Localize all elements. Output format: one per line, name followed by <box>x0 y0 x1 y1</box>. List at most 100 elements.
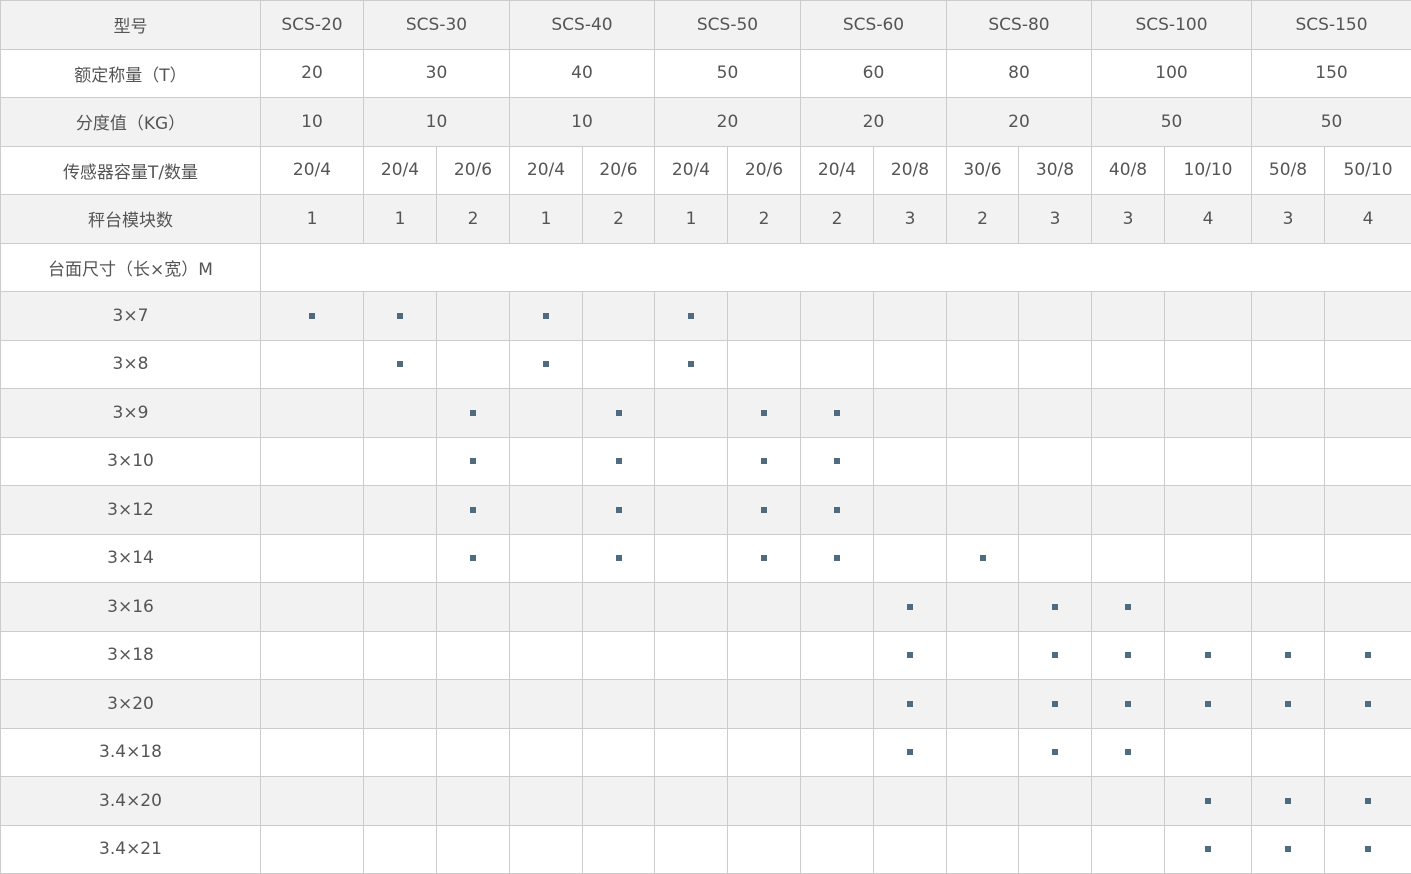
available-marker-icon <box>470 409 476 416</box>
size-cell <box>509 485 583 535</box>
model-cell: SCS-30 <box>363 0 510 50</box>
available-marker-icon <box>1365 700 1372 707</box>
available-marker-icon <box>1125 603 1131 610</box>
size-cell <box>1324 533 1411 583</box>
size-cell <box>509 388 583 438</box>
model-cell: SCS-100 <box>1090 0 1253 50</box>
size-cell <box>363 388 437 438</box>
size-cell <box>436 436 510 486</box>
division-cell: 50 <box>1251 97 1411 147</box>
available-marker-icon <box>1052 652 1058 659</box>
size-cell <box>582 485 655 535</box>
division-cell: 10 <box>509 97 655 147</box>
rated-cell: 20 <box>260 48 364 98</box>
size-cell <box>727 630 801 680</box>
available-marker-icon <box>309 312 315 319</box>
size-cell <box>1091 776 1165 826</box>
available-marker-icon <box>907 652 913 659</box>
division-cell: 50 <box>1090 97 1253 147</box>
size-cell <box>1324 582 1411 632</box>
size-label: 3×14 <box>0 533 261 583</box>
size-cell <box>436 533 510 583</box>
size-cell <box>436 776 510 826</box>
size-cell <box>1324 727 1411 777</box>
size-cell <box>1324 436 1411 486</box>
size-cell <box>436 582 510 632</box>
size-cell <box>260 630 364 680</box>
size-cell <box>260 776 364 826</box>
available-marker-icon <box>470 458 476 465</box>
row-label: 型号 <box>0 0 261 50</box>
size-label: 3×18 <box>0 630 261 680</box>
size-cell <box>1091 727 1165 777</box>
available-marker-icon <box>1205 652 1211 659</box>
size-cell <box>436 630 510 680</box>
size-cell <box>873 630 947 680</box>
sensor-cell: 20/6 <box>727 145 801 195</box>
row-label: 台面尺寸（长×宽）M <box>0 242 261 292</box>
available-marker-icon <box>761 555 767 562</box>
size-cell <box>1018 339 1092 389</box>
size-cell <box>260 339 364 389</box>
available-marker-icon <box>543 361 549 368</box>
size-cell <box>1091 388 1165 438</box>
modules-cell: 3 <box>1018 194 1092 244</box>
size-cell <box>1091 339 1165 389</box>
modules-cell: 2 <box>436 194 510 244</box>
division-cell: 20 <box>800 97 947 147</box>
size-cell <box>1163 679 1253 729</box>
size-cell <box>260 679 364 729</box>
size-cell <box>800 679 874 729</box>
available-marker-icon <box>1052 603 1058 610</box>
rated-cell: 80 <box>946 48 1092 98</box>
size-cell <box>1091 630 1165 680</box>
available-marker-icon <box>397 312 403 319</box>
size-cell <box>946 388 1019 438</box>
size-row: 3×9 <box>0 388 1411 438</box>
size-cell <box>260 824 364 874</box>
model-cell: SCS-20 <box>260 0 364 50</box>
size-cell <box>873 679 947 729</box>
row-label: 额定称量（T） <box>0 48 261 98</box>
size-cell <box>1163 436 1253 486</box>
size-cell <box>582 533 655 583</box>
size-cell <box>260 727 364 777</box>
available-marker-icon <box>397 361 403 368</box>
size-cell <box>800 485 874 535</box>
size-cell <box>1018 630 1092 680</box>
available-marker-icon <box>907 749 913 756</box>
size-cell <box>800 776 874 826</box>
sensor-cell: 10/10 <box>1163 145 1253 195</box>
size-cell <box>800 339 874 389</box>
size-cell <box>800 291 874 341</box>
size-cell <box>260 582 364 632</box>
size-cell <box>582 727 655 777</box>
size-cell <box>363 630 437 680</box>
size-cell <box>436 291 510 341</box>
size-label: 3.4×20 <box>0 776 261 826</box>
size-cell <box>582 630 655 680</box>
available-marker-icon <box>1365 797 1372 804</box>
size-label: 3.4×18 <box>0 727 261 777</box>
size-cell <box>1018 388 1092 438</box>
size-cell <box>727 727 801 777</box>
size-row: 3×12 <box>0 485 1411 535</box>
available-marker-icon <box>615 555 622 562</box>
size-cell <box>727 436 801 486</box>
size-cell <box>1091 679 1165 729</box>
size-row: 3×14 <box>0 533 1411 583</box>
size-cell <box>363 679 437 729</box>
size-cell <box>363 339 437 389</box>
size-cell <box>436 824 510 874</box>
modules-cell: 1 <box>260 194 364 244</box>
size-cell <box>363 485 437 535</box>
size-cell <box>873 339 947 389</box>
available-marker-icon <box>979 555 986 562</box>
size-row: 3×7 <box>0 291 1411 341</box>
available-marker-icon <box>1205 797 1211 804</box>
sensor-cell: 50/10 <box>1324 145 1411 195</box>
available-marker-icon <box>1205 846 1211 853</box>
size-label: 3×8 <box>0 339 261 389</box>
sensor-cell: 20/4 <box>509 145 583 195</box>
size-cell <box>1018 582 1092 632</box>
